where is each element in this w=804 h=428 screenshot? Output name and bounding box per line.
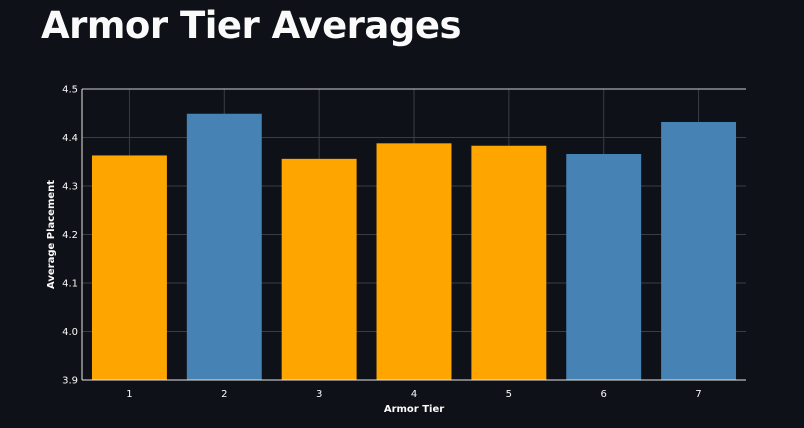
bar-tier-1[interactable] <box>91 155 167 380</box>
y-tick-label: 3.9 <box>62 376 78 387</box>
y-axis-title: Average Placement <box>46 180 57 289</box>
y-tick-label: 4.1 <box>62 279 78 290</box>
bar-tier-6[interactable] <box>566 153 642 380</box>
bar-tier-3[interactable] <box>281 158 357 380</box>
axes-layer: 3.9 4.0 4.1 4.2 4.3 4.4 4.5 1 2 3 4 5 6 7 <box>62 85 746 400</box>
y-tick-label: 4.0 <box>62 327 78 338</box>
x-tick-label: 2 <box>221 389 227 400</box>
x-axis-title: Armor Tier <box>384 404 444 415</box>
bar-tier-4[interactable] <box>376 143 452 380</box>
x-tick-label: 3 <box>316 389 322 400</box>
bar-tier-2[interactable] <box>186 113 262 381</box>
y-tick-label: 4.4 <box>62 133 78 144</box>
page-title: Armor Tier Averages <box>41 4 461 47</box>
bar-tier-5[interactable] <box>471 145 547 380</box>
x-tick-label: 5 <box>506 389 512 400</box>
y-tick-label: 4.3 <box>62 182 78 193</box>
x-tick-label: 6 <box>601 389 607 400</box>
bar-tier-7[interactable] <box>661 121 737 380</box>
y-tick-label: 4.2 <box>62 230 78 241</box>
x-tick-label: 7 <box>695 389 701 400</box>
bars-layer <box>91 113 737 381</box>
x-tick-label: 1 <box>126 389 132 400</box>
x-tick-label: 4 <box>411 389 417 400</box>
y-tick-label: 4.5 <box>62 85 78 96</box>
